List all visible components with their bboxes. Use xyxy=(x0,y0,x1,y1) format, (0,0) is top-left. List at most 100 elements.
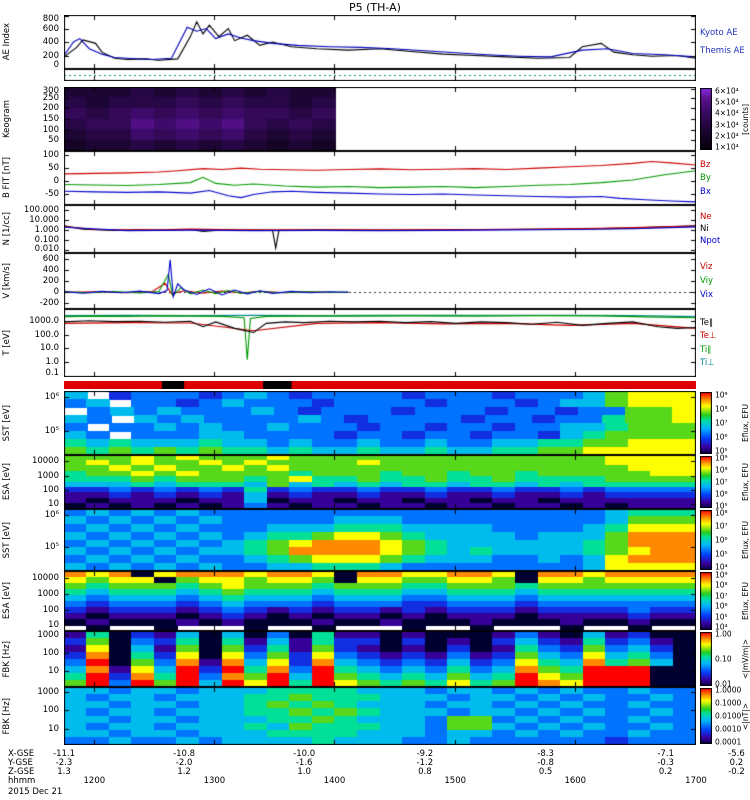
colorbar-unit-fbk_b: <|nT|> xyxy=(741,687,750,745)
y-tick-label: 100 xyxy=(42,648,59,659)
panel-t: T [eV] 1000.0 100.0 10.0 1.0 0.1 Te∥ Te⊥ Ti∥ Ti⊥ xyxy=(0,309,750,378)
y-ticks-keogram: 300 250 200 150 100 50 xyxy=(14,86,62,151)
y-tick-label: 0.1 xyxy=(45,368,59,378)
plot-area-sst_i xyxy=(64,509,696,571)
y-tick-label: 10⁶ xyxy=(44,510,59,521)
y-ticks-esa_i: 10000 1000 100 10 xyxy=(14,571,62,631)
legend-ti-: Ti⊥ xyxy=(700,358,715,369)
plot-area-t xyxy=(64,309,696,377)
panel-ylabel-text: V [km/s] xyxy=(2,263,12,299)
y-ticks-sst_e: 10⁶ 10⁵ xyxy=(14,391,62,455)
y-tick-label: 10.000 xyxy=(29,214,59,225)
colorbar-tick-label: 10⁷ xyxy=(715,477,728,487)
colorbar-unit-text: Eflux, EFU xyxy=(741,521,750,559)
panel-ylabel-text: SST [eV] xyxy=(2,404,12,442)
y-tick-label: 1000 xyxy=(37,588,59,599)
right-zone-n: Ne Ni Npot xyxy=(698,205,750,253)
y-tick-label: 1000 xyxy=(37,686,59,697)
y-tick-label: 0 xyxy=(53,60,59,70)
y-tick-label: 10000 xyxy=(31,572,59,583)
colorbar-fbk_e xyxy=(700,632,712,686)
legend-npot: Npot xyxy=(700,236,721,246)
panel-keogram: Keogram 300 250 200 150 100 50 6×10⁴ 5×10⁴ 4×10⁴ 3… xyxy=(0,86,750,152)
legend-ni: Ni xyxy=(700,224,709,234)
panel-flag xyxy=(0,381,750,389)
x-axis-value: -1.2 xyxy=(416,758,434,768)
plot-title: P5 (TH-A) xyxy=(349,1,401,14)
colorbar-unit-sst_e: Eflux, EFU xyxy=(741,391,750,455)
colorbar-tick-label: 10⁷ xyxy=(715,418,728,428)
panel-sst_e: SST [eV] 10⁶ 10⁵ 10⁹ 10⁸ 10⁷ 10⁶ 10⁵ Eflux, EFU xyxy=(0,390,750,455)
legend-viz: Viz xyxy=(700,262,713,272)
legend-te-: Te∥ xyxy=(700,317,714,328)
y-ticks-bfit: 100 50 0 -50 xyxy=(14,150,62,205)
colorbar-tick-label: 10⁵ xyxy=(715,612,728,622)
colorbar-tick-label: 10⁸ xyxy=(715,404,728,414)
right-zone-v: Viz Viy Vix xyxy=(698,253,750,309)
x-axis-value: -10.8 xyxy=(173,749,196,759)
right-zone-t: Te∥ Te⊥ Ti∥ Ti⊥ xyxy=(698,309,750,377)
panel-ylabel-text: FBK [Hz] xyxy=(2,640,12,678)
legend-vix: Vix xyxy=(700,290,714,300)
colorbar-esa_i xyxy=(700,572,712,630)
panel-ylabel-fbk_e: FBK [Hz] xyxy=(0,631,14,687)
colorbar-unit-text: <|mV/m|> xyxy=(741,639,750,679)
y-tick-label: 400 xyxy=(42,37,59,47)
y-tick-label: 1000 xyxy=(37,470,59,481)
colorbar-unit-text: Eflux, EFU xyxy=(741,582,750,620)
right-zone-avail xyxy=(698,69,750,81)
x-axis-value: 1.0 xyxy=(297,767,311,777)
colorbar-tick-label: 2×10⁴ xyxy=(715,131,739,141)
x-axis-row-label: Y-GSE xyxy=(8,758,33,768)
panel-bfit: B FIT [nT] 100 50 0 -50 Bz By Bx xyxy=(0,150,750,205)
colorbar-sst_i xyxy=(700,510,712,570)
plot-area-sst_e xyxy=(64,391,696,455)
y-ticks-ae: 800 600 400 200 0 xyxy=(14,14,62,70)
x-axis-row-label: Z-GSE xyxy=(8,767,35,777)
y-ticks-fbk_b: 1000 100 10 xyxy=(14,687,62,745)
x-axis-value: 1.2 xyxy=(177,767,191,777)
colorbar-tick-label: 10⁴ xyxy=(715,562,728,572)
colorbar-sst_e xyxy=(700,392,712,454)
x-axis-value: -8.3 xyxy=(537,749,554,759)
panel-canvas-fbk_e xyxy=(64,631,696,687)
colorbar-tick-label: 10⁶ xyxy=(715,489,728,499)
legend-ne: Ne xyxy=(700,212,712,222)
colorbar-tick-label: 10⁶ xyxy=(715,535,728,545)
colorbar-unit-text: <|nT|> xyxy=(741,702,750,730)
y-tick-label: 600 xyxy=(42,23,59,34)
colorbar-tick-label: 10⁸ xyxy=(715,580,728,590)
y-ticks-v: 600 400 200 0 -200 xyxy=(14,253,62,309)
panel-fbk_e: FBK [Hz] 1000 100 10 1.00 0.10 0.01 <|mV/m|> xyxy=(0,629,750,688)
x-axis-row-label: X-GSE xyxy=(8,749,35,759)
right-zone-sst_i: 10⁸ 10⁷ 10⁶ 10⁵ 10⁴ Eflux, EFU xyxy=(698,508,750,572)
y-tick-label: 10 xyxy=(48,620,59,630)
y-ticks-t: 1000.0 100.0 10.0 1.0 0.1 xyxy=(14,309,62,378)
panel-ylabel-esa_e: ESA [eV] xyxy=(0,455,14,509)
panel-ylabel-text: SST [eV] xyxy=(2,521,12,559)
legend-bz: Bz xyxy=(700,159,711,170)
colorbar-tick-label: 10⁹ xyxy=(715,390,728,400)
x-axis-value: -0.8 xyxy=(537,758,554,768)
colorbar-unit-esa_i: Eflux, EFU xyxy=(741,571,750,631)
y-tick-label: 50 xyxy=(48,163,59,174)
colorbar-tick-label: 6×10⁴ xyxy=(715,86,739,96)
x-axis-value: -2.3 xyxy=(55,758,73,768)
x-axis-value: 0.2 xyxy=(729,758,744,768)
panel-ylabel-text: ESA [eV] xyxy=(2,463,12,501)
y-ticks-n: 100.000 10.000 1.000 0.100 0.010 xyxy=(14,205,62,254)
colorbar-tick-label: 10⁸ xyxy=(715,508,728,518)
plot-area-avail xyxy=(64,69,696,81)
x-axis-value: 0.8 xyxy=(418,767,432,777)
panel-n: N [1/cc] 100.000 10.000 1.000 0.100 0.010 Ne Ni… xyxy=(0,205,750,254)
colorbar-tick-label: 1.00 xyxy=(715,629,732,639)
panel-ylabel-text: B FIT [nT] xyxy=(2,157,12,199)
colorbar-tick-label: 10⁵ xyxy=(715,549,728,559)
x-axis-value: -1.6 xyxy=(295,758,313,768)
x-axis-value: -0.3 xyxy=(657,758,674,768)
right-zone-esa_i: 10⁹ 10⁸ 10⁷ 10⁶ 10⁵ 10⁴ Eflux, EFU xyxy=(698,570,750,632)
y-tick-label: 100 xyxy=(42,705,59,716)
y-tick-label: 10 xyxy=(48,666,59,677)
y-tick-label: 800 xyxy=(42,14,59,24)
plot-area-bfit xyxy=(64,151,696,205)
